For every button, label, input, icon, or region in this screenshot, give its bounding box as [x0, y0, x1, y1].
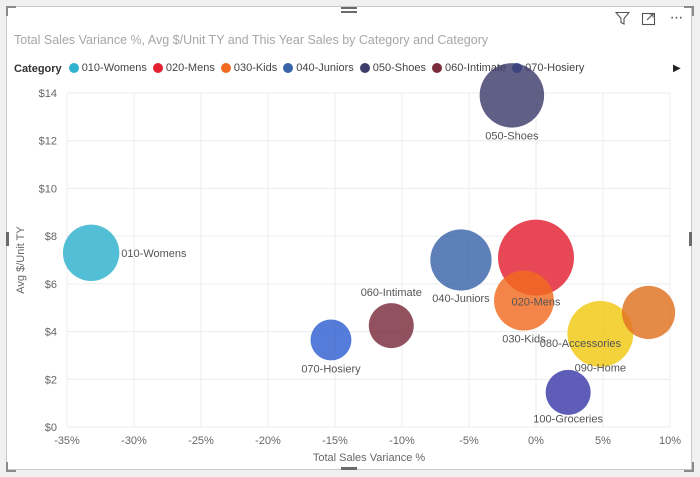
top-resize-handle[interactable]	[341, 7, 357, 9]
legend-item[interactable]: 060-Intimate	[431, 62, 507, 74]
bottom-right-corner-handle[interactable]	[684, 462, 694, 472]
legend-swatch	[152, 63, 163, 73]
legend-swatch	[68, 63, 79, 73]
legend-item[interactable]: 030-Kids	[220, 62, 278, 74]
focus-mode-icon[interactable]	[640, 10, 656, 26]
legend-swatch	[512, 63, 523, 73]
legend-swatch	[220, 63, 231, 73]
legend-swatch	[431, 63, 442, 73]
legend-title: Category	[14, 63, 62, 75]
bottom-resize-handle[interactable]	[341, 467, 357, 470]
legend-item[interactable]: 010-Womens	[68, 62, 147, 74]
legend-label: 070-Hosiery	[525, 62, 585, 74]
top-right-corner-handle[interactable]	[684, 6, 694, 16]
legend-label: 030-Kids	[233, 62, 278, 74]
visual-title: Total Sales Variance %, Avg $/Unit TY an…	[14, 33, 489, 47]
left-resize-handle[interactable]	[6, 232, 9, 246]
visual-header-toolbar: ···	[614, 9, 686, 26]
filter-icon[interactable]	[614, 10, 630, 26]
legend-item[interactable]: 050-Shoes	[359, 62, 426, 74]
chart-legend: Category 010-Womens 020-Mens 030-Kids 040-J…	[14, 62, 590, 76]
legend-swatch	[359, 63, 370, 73]
more-options-icon[interactable]: ···	[669, 9, 684, 26]
legend-label: 010-Womens	[81, 62, 147, 74]
legend-label: 020-Mens	[165, 62, 215, 74]
legend-item[interactable]: 020-Mens	[152, 62, 215, 74]
legend-label: 040-Juniors	[296, 62, 354, 74]
legend-swatch	[283, 63, 294, 73]
legend-label: 050-Shoes	[372, 62, 426, 74]
right-resize-handle[interactable]	[689, 232, 692, 246]
legend-item[interactable]: 070-Hosiery	[512, 62, 584, 74]
legend-item[interactable]: 040-Juniors	[283, 62, 354, 74]
legend-next-arrow-icon[interactable]: ▶	[673, 63, 681, 74]
bottom-left-corner-handle[interactable]	[6, 462, 16, 472]
top-left-corner-handle[interactable]	[6, 6, 16, 16]
legend-label: 060-Intimate	[444, 62, 507, 74]
